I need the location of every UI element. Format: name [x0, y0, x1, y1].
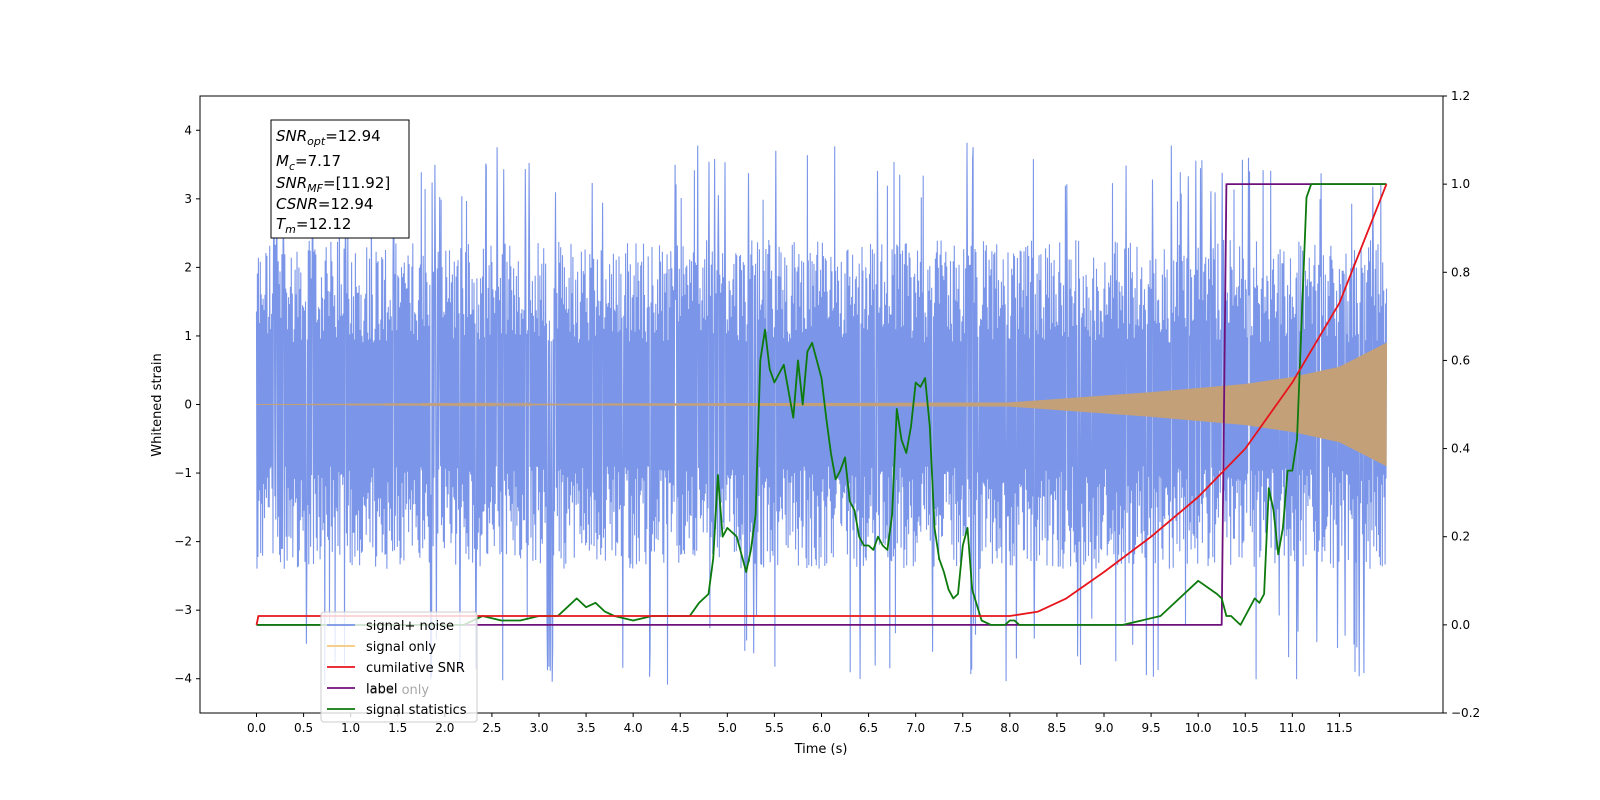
legend-label: label — [366, 682, 397, 697]
y-left-tick-label: −3 — [174, 603, 192, 617]
x-tick-label: 9.5 — [1142, 721, 1161, 735]
right-axis-series — [255, 183, 1388, 626]
y-right-tick-label: 0.8 — [1451, 265, 1470, 279]
y-right-tick-label: 0.2 — [1451, 530, 1470, 544]
legend: label only signal+ noise signal only cumil… — [320, 611, 478, 723]
info-box: SNRopt=12.94 Mc=7.17 SNRMF=[11.92] CSNR=… — [270, 119, 410, 239]
y-left-tick-label: 3 — [184, 192, 192, 206]
x-tick-label: 4.0 — [624, 721, 643, 735]
info-csnr: CSNR=12.94 — [276, 195, 373, 213]
y-axis-left: −4 −3 −2 −1 0 1 2 3 4 — [174, 123, 200, 686]
legend-label: signal only — [366, 640, 436, 655]
y-left-tick-label: 0 — [184, 398, 192, 412]
cumulative-snr-line — [255, 183, 1388, 626]
info-snr-opt: SNRopt=12.94 — [276, 127, 381, 148]
info-snr-mf: SNRMF=[11.92] — [276, 174, 390, 195]
info-box-frame — [270, 119, 410, 239]
signal-only-series — [256, 342, 1387, 467]
x-tick-label: 2.0 — [435, 721, 454, 735]
label-line — [256, 183, 1387, 626]
x-tick-label: 7.5 — [953, 721, 972, 735]
y-left-tick-label: 1 — [184, 329, 192, 343]
x-tick-label: 1.5 — [388, 721, 407, 735]
x-tick-label: 10.0 — [1185, 721, 1212, 735]
x-tick-label: 1.0 — [341, 721, 360, 735]
x-tick-label: 3.0 — [529, 721, 548, 735]
x-tick-label: 6.0 — [812, 721, 831, 735]
y-axis-right: −0.2 0.0 0.2 0.4 0.6 0.8 1.0 1.2 — [1443, 89, 1480, 720]
x-tick-label: 7.0 — [906, 721, 925, 735]
x-tick-label: 0.0 — [247, 721, 266, 735]
y-left-tick-label: 4 — [184, 123, 192, 137]
x-tick-label: 2.5 — [482, 721, 501, 735]
x-tick-label: 4.5 — [671, 721, 690, 735]
y-left-tick-label: −4 — [174, 672, 192, 686]
info-chirp-mass: Mc=7.17 — [276, 152, 341, 173]
x-tick-label: 8.0 — [1000, 721, 1019, 735]
plot-area — [255, 142, 1388, 686]
y-right-tick-label: 1.2 — [1451, 89, 1470, 103]
y-right-tick-label: 0.0 — [1451, 618, 1470, 632]
x-tick-label: 3.5 — [577, 721, 596, 735]
x-axis: 0.0 0.5 1.0 1.5 2.0 2.5 3.0 3.5 4.0 4.5 5.0 5.5 6.0 6… — [247, 713, 1353, 735]
y-right-tick-label: 0.6 — [1451, 353, 1470, 367]
x-tick-label: 6.5 — [859, 721, 878, 735]
x-tick-label: 0.5 — [294, 721, 313, 735]
signal-only-line — [256, 342, 1387, 467]
signal-noise-series — [255, 142, 1388, 686]
x-axis-label: Time (s) — [794, 742, 848, 757]
y-left-tick-label: 2 — [184, 260, 192, 274]
legend-frame — [320, 611, 478, 723]
legend-hidden-label: label only — [366, 683, 429, 698]
x-tick-label: 11.5 — [1326, 721, 1353, 735]
y-left-tick-label: −1 — [174, 466, 192, 480]
y-left-tick-label: −2 — [174, 535, 192, 549]
x-tick-label: 8.5 — [1047, 721, 1066, 735]
y-right-tick-label: −0.2 — [1451, 706, 1480, 720]
x-tick-label: 5.0 — [718, 721, 737, 735]
x-tick-label: 9.0 — [1094, 721, 1113, 735]
info-tm: Tm=12.12 — [276, 215, 351, 236]
signal-noise-line — [255, 142, 1388, 686]
legend-label: cumilative SNR — [366, 661, 465, 676]
y-right-tick-label: 0.4 — [1451, 442, 1470, 456]
legend-label: signal statistics — [366, 703, 467, 718]
x-tick-label: 10.5 — [1232, 721, 1259, 735]
x-tick-label: 5.5 — [765, 721, 784, 735]
legend-label: signal+ noise — [366, 619, 454, 634]
x-tick-label: 11.0 — [1279, 721, 1306, 735]
y-axis-label: Whitened strain — [150, 353, 165, 456]
y-right-tick-label: 1.0 — [1451, 177, 1470, 191]
signal-statistics-line — [256, 183, 1387, 626]
